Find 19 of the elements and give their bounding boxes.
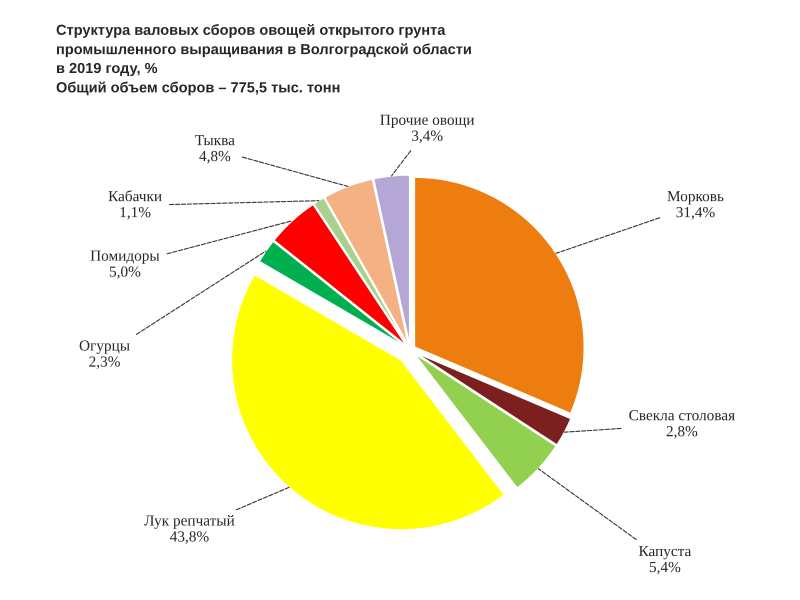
data-label: 4,8%: [199, 150, 230, 164]
data-label: 5,0%: [110, 266, 140, 279]
data-label: 5,4%: [650, 562, 680, 574]
slice-label: Помидоры: [90, 250, 160, 264]
slice-label: Кабачки: [108, 190, 162, 202]
data-label: 3,4%: [412, 130, 443, 144]
slice-label: Морковь: [667, 191, 724, 204]
slice-label: Свекла столовая: [629, 410, 735, 420]
slice-label: Огурцы: [80, 340, 130, 354]
data-label: 1,1%: [120, 206, 150, 220]
slice-label: Капуста: [638, 546, 692, 560]
data-label: 43,8%: [170, 531, 209, 544]
data-label: 2,8%: [666, 426, 698, 439]
chart-title: Структура валовых сборов овощей открытого грунта промышленного выращивания в Волгоградской области в 2019 году, % Общий объем сборов – 775,5 тыс. тонн: [56, 24, 471, 96]
data-label: 31,4%: [676, 206, 715, 220]
data-label: 2,3%: [89, 356, 120, 369]
slice-label: Прочие овощи: [380, 114, 474, 128]
slice-label: Лук репчатый: [144, 514, 234, 529]
slice-label: Тыква: [195, 135, 235, 146]
